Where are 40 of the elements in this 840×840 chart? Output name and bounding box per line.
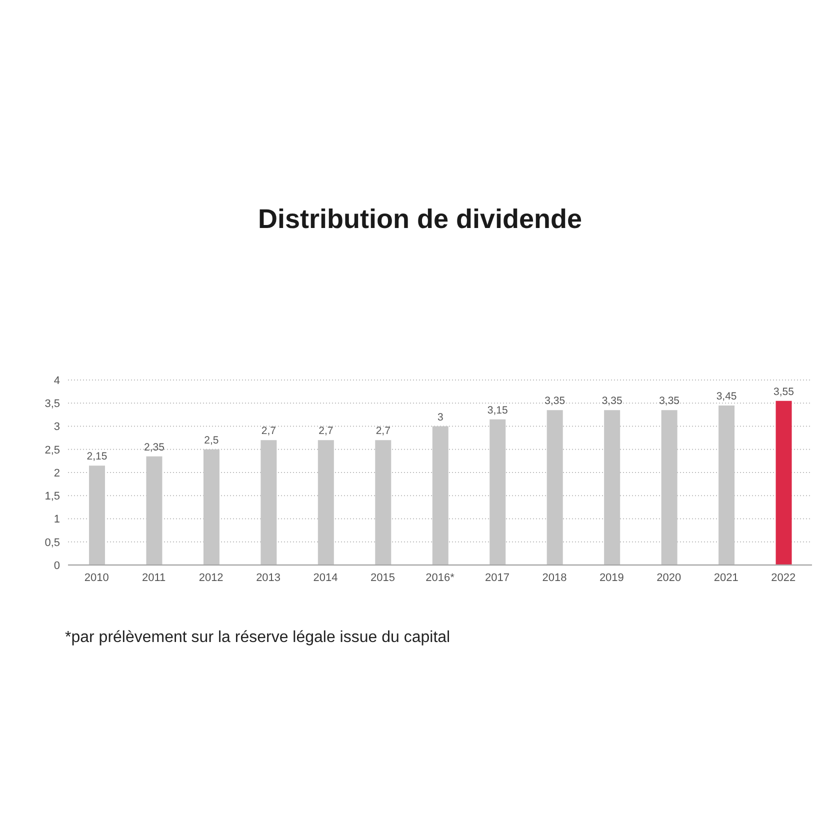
x-tick-label: 2022 (771, 572, 796, 584)
x-tick-label: 2013 (256, 572, 281, 584)
data-label: 2,7 (376, 425, 391, 438)
y-tick-label: 0,5 (44, 536, 60, 549)
data-label: 2,35 (144, 441, 165, 454)
text: *par prélèvement sur la réserve légale issue du capital (65, 629, 450, 647)
chart-title: Distribution de dividende (256, 204, 583, 235)
data-label: 2,7 (318, 425, 334, 438)
data-label: 3,45 (716, 390, 737, 402)
data-label: 3,35 (544, 395, 566, 408)
y-tick-label: 4 (54, 374, 60, 387)
x-tick-label: 2021 (714, 572, 738, 584)
bar (146, 456, 162, 565)
data-label: 2,5 (204, 434, 219, 446)
x-tick-label: 2015 (370, 572, 396, 584)
x-tick-label: 2012 (198, 572, 224, 584)
data-label: 2,7 (261, 425, 276, 438)
x-tick-label: 2017 (484, 572, 510, 584)
y-tick-label: 1,5 (44, 490, 60, 503)
x-tick-label: 2011 (142, 572, 166, 584)
bar (776, 400, 792, 565)
y-tick-label: 1 (54, 514, 60, 526)
x-tick-label: 2014 (313, 572, 338, 584)
x-tick-label: 2020 (656, 572, 682, 584)
bar (89, 466, 105, 565)
x-tick-label: 2016* (426, 572, 456, 584)
data-label: 3 (437, 411, 444, 424)
data-label: 3,35 (602, 395, 622, 408)
x-tick-label: 2010 (84, 572, 109, 584)
y-tick-label: 3 (54, 421, 60, 434)
data-label: 3,15 (487, 404, 508, 416)
x-tick-label: 2018 (542, 572, 567, 584)
y-tick-label: 2 (54, 467, 60, 480)
data-label: 3,35 (659, 395, 680, 408)
y-tick-label: 2,5 (44, 444, 60, 456)
data-label: 2,15 (86, 450, 108, 463)
x-tick-label: 2019 (599, 572, 624, 584)
y-tick-label: 0 (54, 560, 60, 572)
data-label: 3,55 (774, 386, 794, 398)
y-tick-label: 3,5 (44, 398, 60, 410)
